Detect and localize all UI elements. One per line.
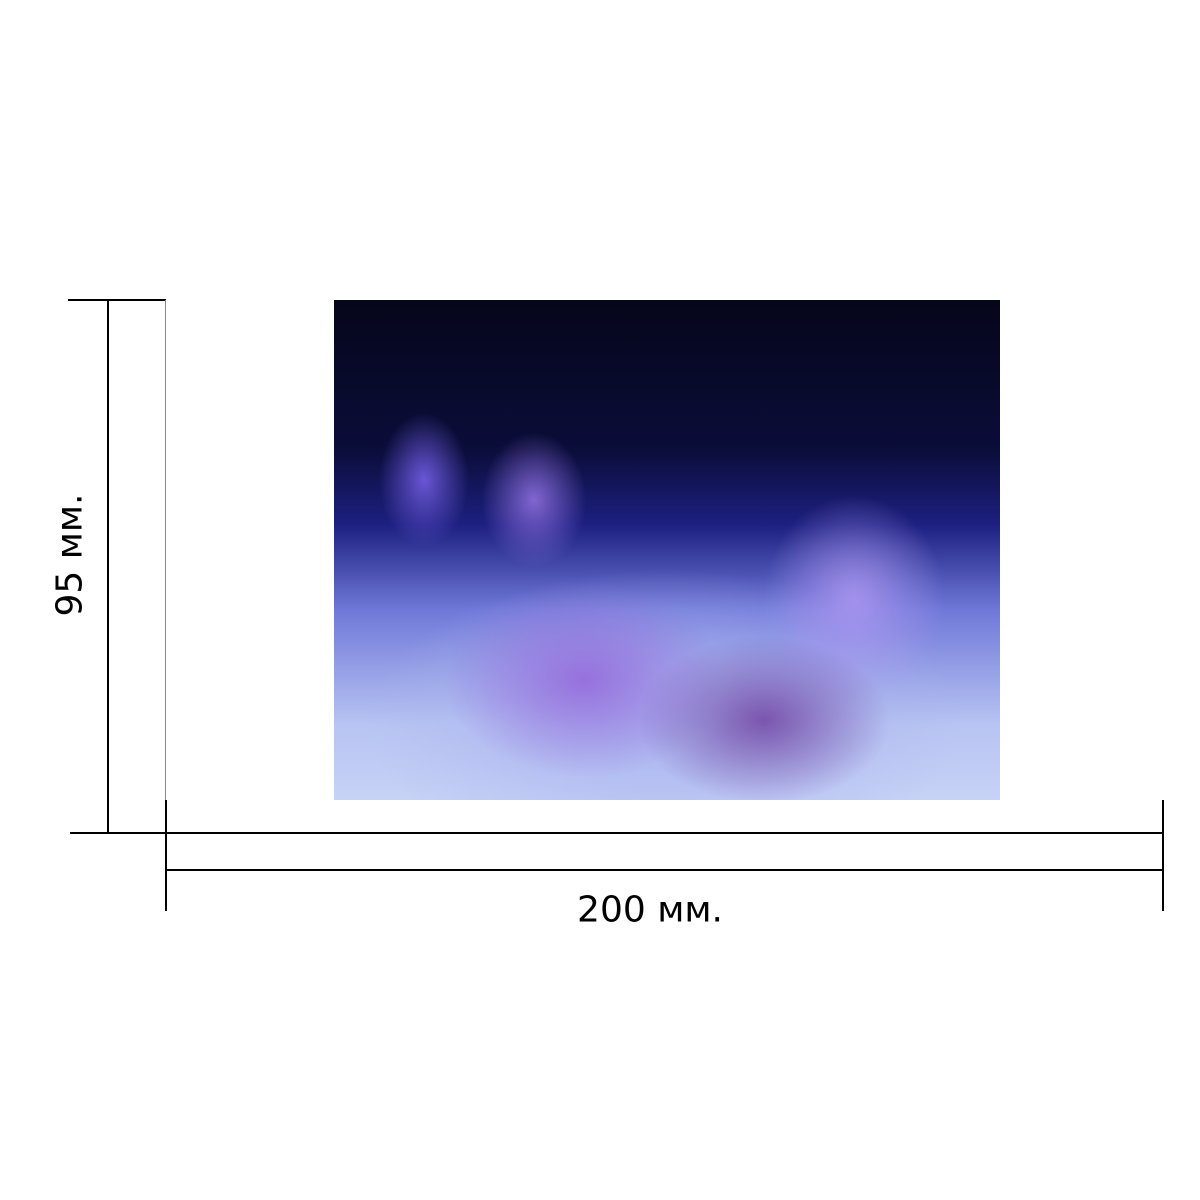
product-photo	[334, 300, 1000, 800]
image-left-edge-line	[165, 300, 166, 833]
width-dimension-line	[166, 869, 1164, 871]
width-label: 200 мм.	[577, 889, 723, 931]
width-dimension-line-top	[166, 832, 1164, 834]
height-label: 95 мм.	[49, 493, 91, 617]
height-dimension-bottom-tick	[70, 832, 166, 834]
width-dimension-right-tick	[1162, 800, 1164, 911]
width-dimension-left-tick	[165, 800, 167, 911]
height-dimension-top-tick	[68, 299, 166, 301]
height-dimension-line	[107, 300, 109, 833]
